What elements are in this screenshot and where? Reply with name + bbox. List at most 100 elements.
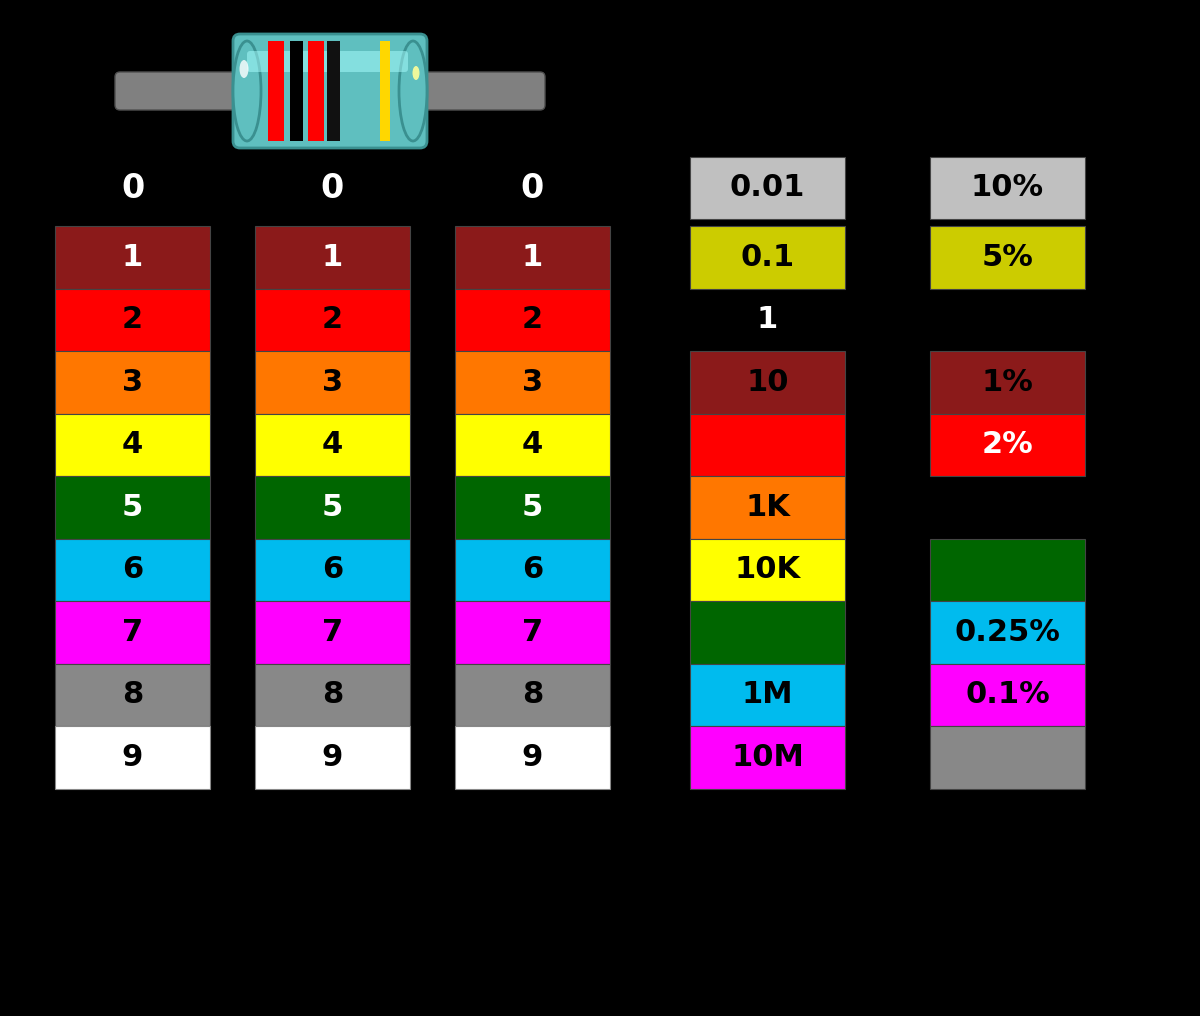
Text: 5%: 5% [982,243,1033,271]
Ellipse shape [398,41,427,141]
Bar [455,414,610,477]
Text: 7: 7 [122,618,143,647]
Text: 0.25%: 0.25% [954,618,1061,647]
Bar [690,726,845,788]
FancyBboxPatch shape [115,72,254,110]
Text: 6: 6 [122,556,143,584]
Bar [455,226,610,289]
Bar [55,351,210,414]
Bar [55,726,210,788]
Bar [55,289,210,351]
Bar [455,601,610,663]
Text: 4: 4 [122,430,143,459]
Bar [690,351,845,414]
Bar [455,663,610,726]
Bar [690,601,845,663]
Bar [55,477,210,538]
Bar [254,226,410,289]
Text: 0.5%: 0.5% [965,556,1050,584]
Bar [380,41,390,141]
Text: 8: 8 [322,681,343,709]
Ellipse shape [413,66,420,80]
Text: 0.01: 0.01 [730,174,805,202]
Bar [254,538,410,601]
Text: 7: 7 [322,618,343,647]
Bar [455,289,610,351]
Text: 1: 1 [522,243,544,271]
Bar [930,156,1085,219]
Bar [930,226,1085,289]
Text: 5: 5 [522,493,544,522]
Text: 3: 3 [122,368,143,397]
Text: 1: 1 [122,243,143,271]
Bar [290,41,302,141]
Bar [930,726,1085,788]
Text: 0: 0 [121,172,144,204]
Text: 6: 6 [522,556,544,584]
Text: 2: 2 [322,305,343,334]
Bar [690,477,845,538]
Text: 2%: 2% [982,430,1033,459]
Text: 9: 9 [122,743,143,772]
FancyBboxPatch shape [406,72,545,110]
Bar [55,663,210,726]
Bar [268,41,284,141]
Bar [55,538,210,601]
Bar [55,226,210,289]
Bar [690,538,845,601]
Text: 0: 0 [320,172,344,204]
Bar [455,538,610,601]
Text: 1%: 1% [982,368,1033,397]
Bar [455,477,610,538]
Bar [55,414,210,477]
Text: 9: 9 [322,743,343,772]
Bar [254,726,410,788]
Bar [326,41,340,141]
Bar [455,351,610,414]
Bar [930,663,1085,726]
Bar [690,414,845,477]
Text: 0.1: 0.1 [740,243,794,271]
Bar [254,663,410,726]
Bar [254,351,410,414]
Bar [690,226,845,289]
Text: 0.05%: 0.05% [954,743,1061,772]
Text: 4: 4 [322,430,343,459]
Text: 6: 6 [322,556,343,584]
Text: 1K: 1K [745,493,790,522]
Text: 2: 2 [122,305,143,334]
Ellipse shape [233,41,262,141]
Bar [690,663,845,726]
Bar [455,726,610,788]
Bar [930,351,1085,414]
Text: 0.1%: 0.1% [965,681,1050,709]
Bar [254,289,410,351]
Text: 10%: 10% [971,174,1044,202]
Bar [254,477,410,538]
Text: 3: 3 [322,368,343,397]
Text: 9: 9 [522,743,544,772]
Text: 7: 7 [522,618,544,647]
FancyBboxPatch shape [233,34,427,148]
Text: 5: 5 [122,493,143,522]
Bar [55,601,210,663]
Text: 8: 8 [122,681,143,709]
Bar [930,538,1085,601]
Text: 2: 2 [522,305,544,334]
Bar [930,414,1085,477]
Text: 8: 8 [522,681,544,709]
Text: 10: 10 [746,368,788,397]
Ellipse shape [240,60,248,78]
Text: 0: 0 [521,172,544,204]
Text: 10M: 10M [731,743,804,772]
Bar [254,414,410,477]
FancyBboxPatch shape [247,51,408,72]
Text: 100: 100 [736,430,799,459]
Text: 5: 5 [322,493,343,522]
Bar [690,156,845,219]
Text: 4: 4 [522,430,544,459]
Text: 3: 3 [522,368,544,397]
Bar [930,601,1085,663]
Bar [308,41,324,141]
Text: 100K: 100K [724,618,811,647]
